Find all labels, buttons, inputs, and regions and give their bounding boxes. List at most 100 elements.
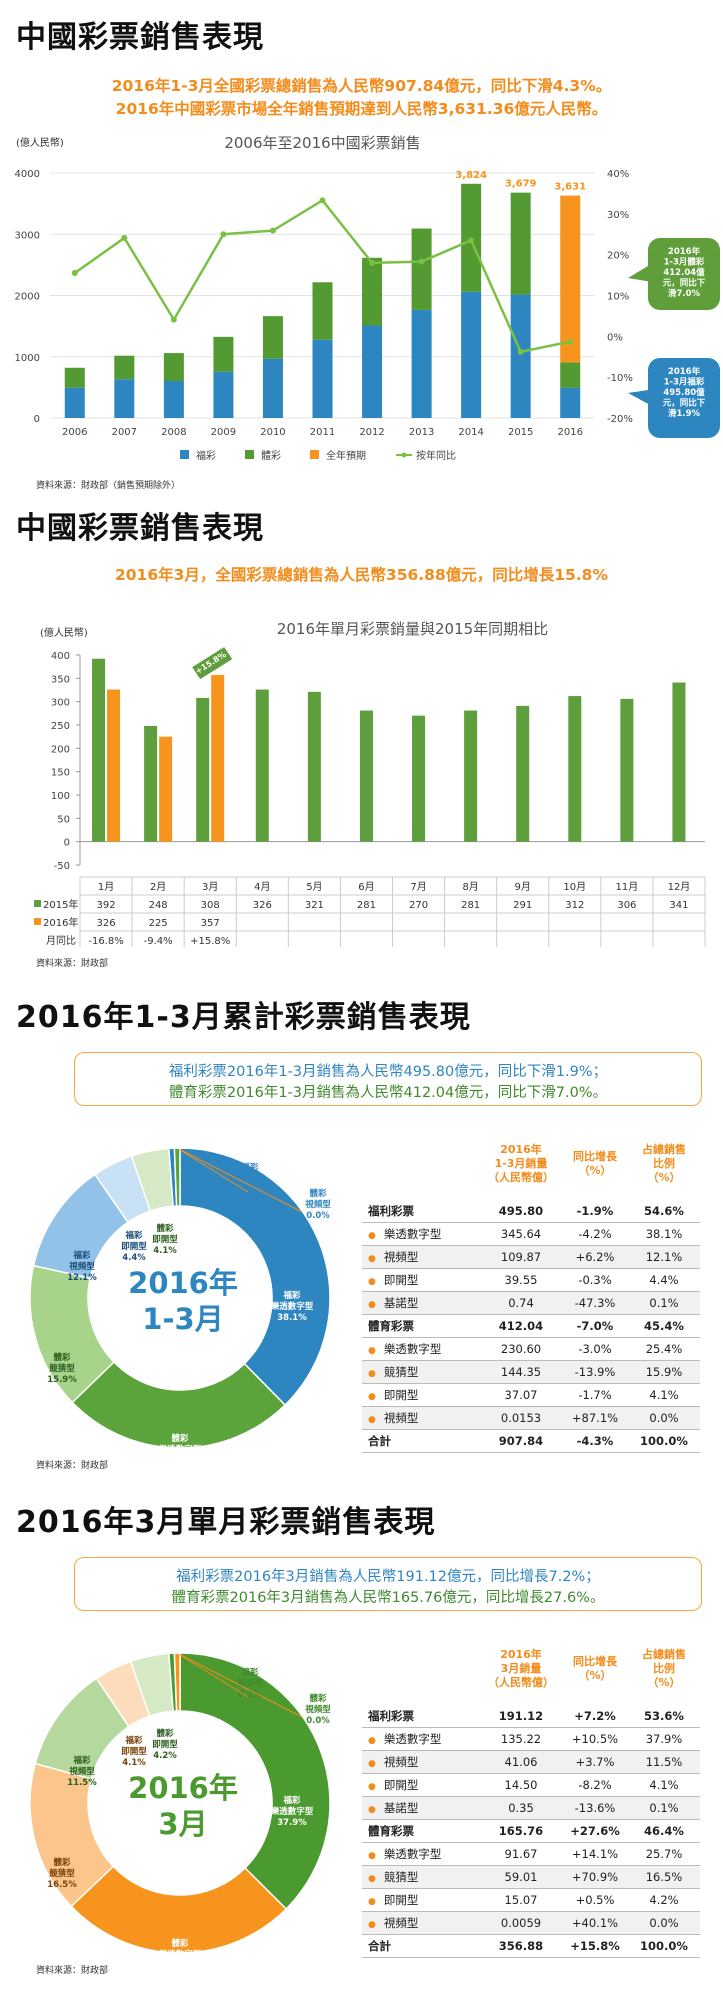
s3-row: ● 樂透數字型 345.64 -4.2% 38.1% bbox=[362, 1222, 700, 1246]
pie-label: 體彩 bbox=[309, 1693, 327, 1704]
sports-callout-box bbox=[648, 238, 720, 310]
sports-callout-text: 2016年 bbox=[668, 246, 701, 257]
s4-cell-g: +27.6% bbox=[562, 1819, 628, 1843]
legend-label: 福彩 bbox=[196, 449, 216, 462]
pie-slice bbox=[179, 1652, 331, 1911]
section1-highlight-1: 2016年1-3月全國彩票總銷售為人民幣907.84億元，同比下滑4.3%。 bbox=[111, 77, 612, 95]
welfare-bar bbox=[262, 358, 283, 418]
welfare-callout-text: 495.80億 bbox=[663, 387, 705, 398]
yoy-point bbox=[418, 258, 425, 265]
x-tick-label: 8月 bbox=[462, 881, 478, 893]
march-pie-center-label: 2016年 3月 bbox=[118, 1770, 248, 1842]
s4-cell-p: 4.1% bbox=[628, 1773, 700, 1797]
pie-label: 0.0% bbox=[306, 1211, 330, 1221]
welfare-callout-text: 2016年 bbox=[668, 366, 701, 377]
pie-label: 福彩 bbox=[124, 1230, 143, 1241]
s3-cell-v: 0.74 bbox=[480, 1291, 562, 1315]
yoy-point bbox=[170, 316, 177, 323]
x-tick-label: 6月 bbox=[358, 881, 374, 893]
s3-cell-v: 144.35 bbox=[480, 1360, 562, 1384]
pie-label: 0.1% bbox=[238, 1185, 262, 1195]
s4-cell-g: +40.1% bbox=[562, 1911, 628, 1935]
s4-cell-p: 0.1% bbox=[628, 1796, 700, 1820]
march-col-share: 占總銷售 比例 （%） bbox=[642, 1648, 686, 1689]
y2-tick-label: 10% bbox=[607, 292, 629, 303]
table-cell: 281 bbox=[357, 900, 376, 911]
s3-cell-p: 25.4% bbox=[628, 1337, 700, 1361]
x-tick-label: 9月 bbox=[515, 881, 531, 893]
pie-label: 競猜型 bbox=[49, 1363, 75, 1374]
y-tick-label: 0 bbox=[34, 414, 40, 425]
pie-label: 體彩 bbox=[156, 1728, 174, 1739]
x-tick-label: 2014 bbox=[458, 427, 483, 438]
bar-2015 bbox=[144, 725, 158, 842]
table-cell: 321 bbox=[305, 900, 324, 911]
s3-cell-g: -13.9% bbox=[562, 1360, 628, 1384]
row-label: 樂透數字型 bbox=[383, 1227, 442, 1241]
s4-cell-g: +15.8% bbox=[562, 1934, 628, 1958]
bullet-icon: ● bbox=[368, 1736, 376, 1746]
sports-callout-pointer bbox=[628, 266, 652, 282]
y-tick-label: 3000 bbox=[15, 230, 40, 241]
s3-row-name: ● 基諾型 bbox=[362, 1291, 480, 1315]
x-tick-label: 2010 bbox=[260, 427, 285, 438]
pie-label: 4.2% bbox=[153, 1751, 177, 1761]
welfare-callout-pointer bbox=[628, 390, 652, 406]
march-col-growth: 同比增長 （%） bbox=[573, 1655, 617, 1682]
y2-tick-label: -10% bbox=[607, 373, 633, 384]
chart-title: 2006年至2016中國彩票銷售 bbox=[224, 134, 420, 152]
legend-swatch-2016 bbox=[34, 918, 41, 925]
bar-2015 bbox=[620, 698, 634, 842]
bar-2015 bbox=[568, 696, 582, 842]
pie-label: 37.9% bbox=[277, 1818, 307, 1828]
s4-cell-v: 0.35 bbox=[480, 1796, 562, 1820]
total-data-label: 3,824 bbox=[455, 170, 487, 181]
leader-line bbox=[179, 1149, 249, 1193]
sports-callout-text: 元，同比下 bbox=[663, 278, 706, 289]
pie-label: 視頻型 bbox=[68, 1766, 95, 1777]
pie-label: 11.5% bbox=[67, 1778, 97, 1788]
bullet-icon: ● bbox=[368, 1346, 376, 1356]
table-cell: 341 bbox=[669, 900, 688, 911]
bar-2015 bbox=[255, 689, 269, 842]
row-label: 即開型 bbox=[383, 1388, 419, 1402]
s3-cell-v: 109.87 bbox=[480, 1245, 562, 1269]
march-sales-table: 2016年 3月銷量 （人民幣億） 同比增長 （%） 占總銷售 比例 （%） 福… bbox=[362, 1633, 700, 1958]
s3-cell-v: 39.55 bbox=[480, 1268, 562, 1292]
bullet-icon: ● bbox=[368, 1231, 376, 1241]
table-row-label: 2016年 bbox=[43, 916, 78, 929]
pie-label: 樂透數字型 bbox=[159, 1444, 202, 1455]
section4-source: 資料來源：財政部 bbox=[36, 1966, 109, 1976]
welfare-callout-text: 元，同比下 bbox=[663, 398, 706, 409]
s4-cell-v: 191.12 bbox=[480, 1705, 562, 1728]
chart-title: 2016年單月彩票銷量與2015年同期相比 bbox=[277, 620, 548, 638]
s3-cell-g: -47.3% bbox=[562, 1291, 628, 1315]
row-label: 樂透數字型 bbox=[383, 1342, 442, 1356]
pie-label: 25.7% bbox=[165, 1961, 195, 1963]
row-label: 福利彩票 bbox=[368, 1204, 414, 1218]
s4-cell-v: 15.07 bbox=[480, 1888, 562, 1912]
pie-label: 視頻型 bbox=[304, 1704, 331, 1715]
welfare-bar bbox=[461, 291, 482, 418]
s3-cell-p: 4.4% bbox=[628, 1268, 700, 1292]
row-label: 視頻型 bbox=[383, 1755, 419, 1769]
s3-row-name: ● 即開型 bbox=[362, 1268, 480, 1292]
bar-2015 bbox=[464, 710, 478, 842]
y-tick-label: 250 bbox=[51, 721, 70, 732]
s3-cell-v: 230.60 bbox=[480, 1337, 562, 1361]
x-tick-label: 2009 bbox=[211, 427, 236, 438]
y-axis-label: (億人民幣) bbox=[40, 626, 88, 639]
ytd-sales-table: 2016年 1-3月銷量 （人民幣億） 同比增長 （%） 占總銷售 比例 （%）… bbox=[362, 1128, 700, 1453]
s4-cell-v: 0.0059 bbox=[480, 1911, 562, 1935]
pie-label: 競猜型 bbox=[49, 1868, 75, 1879]
row-label: 即開型 bbox=[383, 1273, 419, 1287]
table-cell: 248 bbox=[149, 900, 168, 911]
bar-2016 bbox=[211, 675, 225, 842]
sports-bar bbox=[213, 336, 234, 372]
pie-label: 樂透數字型 bbox=[271, 1806, 314, 1817]
s3-row: ● 即開型 37.07 -1.7% 4.1% bbox=[362, 1383, 700, 1407]
welfare-bar bbox=[510, 294, 531, 418]
s3-cell-p: 38.1% bbox=[628, 1222, 700, 1246]
row-label: 體育彩票 bbox=[368, 1319, 414, 1333]
bar-2015 bbox=[307, 691, 321, 842]
